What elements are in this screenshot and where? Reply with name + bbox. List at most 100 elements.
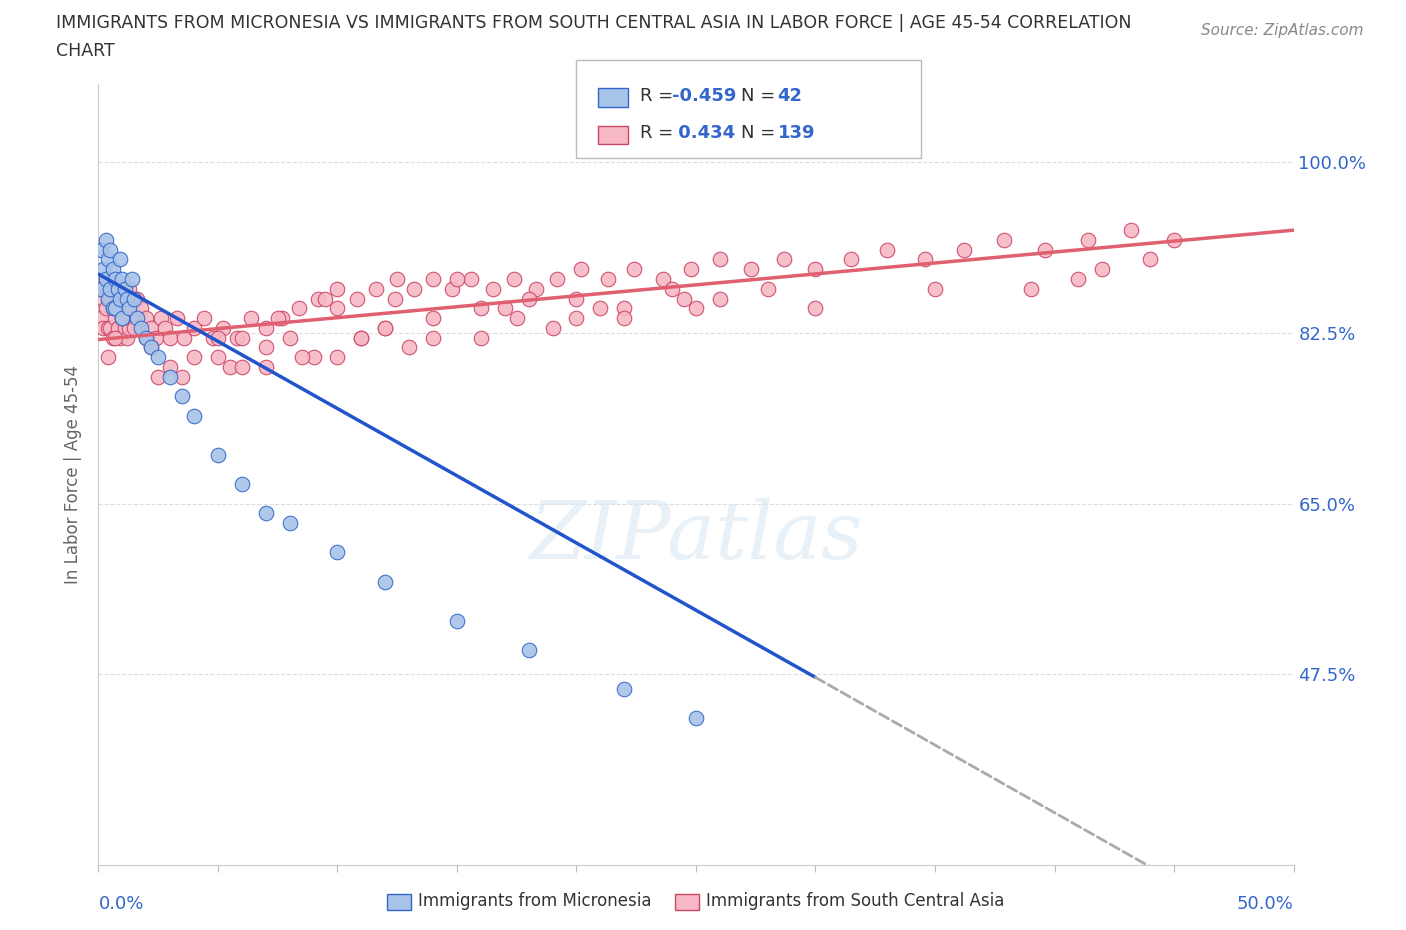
Point: [125, 291, 148, 306]
Point: [254, 339, 277, 354]
Point: [108, 330, 131, 345]
Point: [517, 643, 540, 658]
Point: [326, 281, 349, 296]
Point: [155, 320, 177, 336]
Point: [756, 281, 779, 296]
Point: [207, 350, 229, 365]
Point: [278, 516, 301, 531]
Point: [114, 320, 136, 336]
Point: [613, 311, 636, 325]
Point: [90, 311, 112, 325]
Text: 139: 139: [778, 124, 815, 142]
Point: [326, 350, 349, 365]
Point: [97, 350, 120, 365]
Text: N =: N =: [741, 86, 780, 105]
Point: [364, 281, 387, 296]
Point: [111, 272, 134, 286]
Text: 0.434: 0.434: [672, 124, 735, 142]
Point: [159, 359, 181, 374]
Point: [139, 339, 162, 354]
Point: [166, 311, 188, 325]
Point: [589, 301, 612, 316]
Point: [402, 281, 425, 296]
Point: [422, 311, 444, 325]
Point: [374, 320, 396, 336]
Point: [94, 272, 117, 286]
Point: [183, 320, 205, 336]
Point: [94, 232, 117, 247]
Point: [115, 330, 138, 345]
Point: [1019, 281, 1042, 296]
Y-axis label: In Labor Force | Age 45-54: In Labor Force | Age 45-54: [65, 365, 83, 584]
Point: [183, 350, 205, 365]
Point: [173, 330, 195, 345]
Point: [254, 320, 277, 336]
Point: [804, 301, 827, 316]
Point: [267, 311, 290, 325]
Point: [98, 242, 122, 257]
Point: [350, 330, 373, 345]
Point: [107, 281, 129, 296]
Point: [159, 369, 181, 384]
Point: [506, 311, 529, 325]
Point: [565, 311, 588, 325]
Point: [107, 320, 129, 336]
Point: [124, 311, 146, 325]
Point: [993, 232, 1015, 247]
Point: [271, 311, 294, 325]
Point: [118, 281, 141, 296]
Point: [128, 320, 150, 336]
Point: [183, 408, 205, 423]
Text: ZIPatlas: ZIPatlas: [529, 498, 863, 576]
Point: [315, 291, 337, 306]
Point: [307, 291, 329, 306]
Point: [172, 369, 194, 384]
Point: [118, 301, 141, 316]
Point: [107, 291, 129, 306]
Point: [924, 281, 946, 296]
Point: [101, 262, 124, 277]
Point: [121, 272, 143, 286]
Point: [291, 350, 314, 365]
Point: [91, 320, 114, 336]
Point: [90, 281, 112, 296]
Point: [111, 311, 134, 325]
Point: [1163, 232, 1185, 247]
Point: [124, 320, 146, 336]
Point: [661, 281, 683, 296]
Point: [98, 291, 122, 306]
Point: [139, 320, 162, 336]
Text: 50.0%: 50.0%: [1237, 896, 1294, 913]
Point: [90, 242, 112, 257]
Point: [101, 301, 124, 316]
Text: -0.459: -0.459: [672, 86, 737, 105]
Point: [302, 350, 325, 365]
Point: [441, 281, 464, 296]
Point: [104, 272, 127, 286]
Point: [517, 291, 540, 306]
Point: [104, 301, 127, 316]
Point: [118, 320, 141, 336]
Point: [623, 262, 645, 277]
Point: [470, 330, 492, 345]
Point: [231, 476, 253, 491]
Point: [685, 711, 707, 726]
Point: [125, 311, 148, 325]
Point: [709, 291, 731, 306]
Point: [673, 291, 696, 306]
Point: [98, 320, 122, 336]
Point: [914, 252, 936, 267]
Point: [139, 339, 162, 354]
Point: [121, 301, 143, 316]
Point: [149, 311, 172, 325]
Point: [111, 281, 134, 296]
Point: [115, 301, 138, 316]
Point: [613, 682, 636, 697]
Point: [841, 252, 863, 267]
Point: [135, 330, 157, 345]
Point: [231, 359, 253, 374]
Point: [104, 281, 127, 296]
Point: [240, 311, 263, 325]
Point: [709, 252, 731, 267]
Text: Immigrants from Micronesia: Immigrants from Micronesia: [418, 892, 651, 910]
